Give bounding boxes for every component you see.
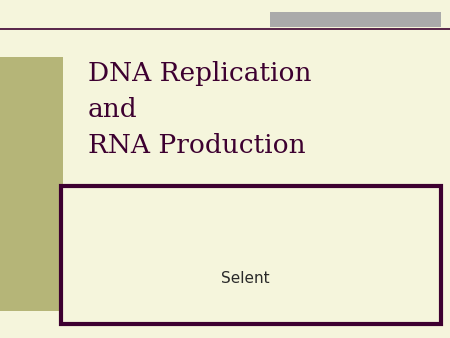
- Bar: [61, 186, 441, 324]
- Bar: [270, 12, 441, 27]
- Text: Selent: Selent: [221, 271, 270, 286]
- Bar: [0, 57, 63, 311]
- Text: DNA Replication
and
RNA Production: DNA Replication and RNA Production: [88, 61, 311, 158]
